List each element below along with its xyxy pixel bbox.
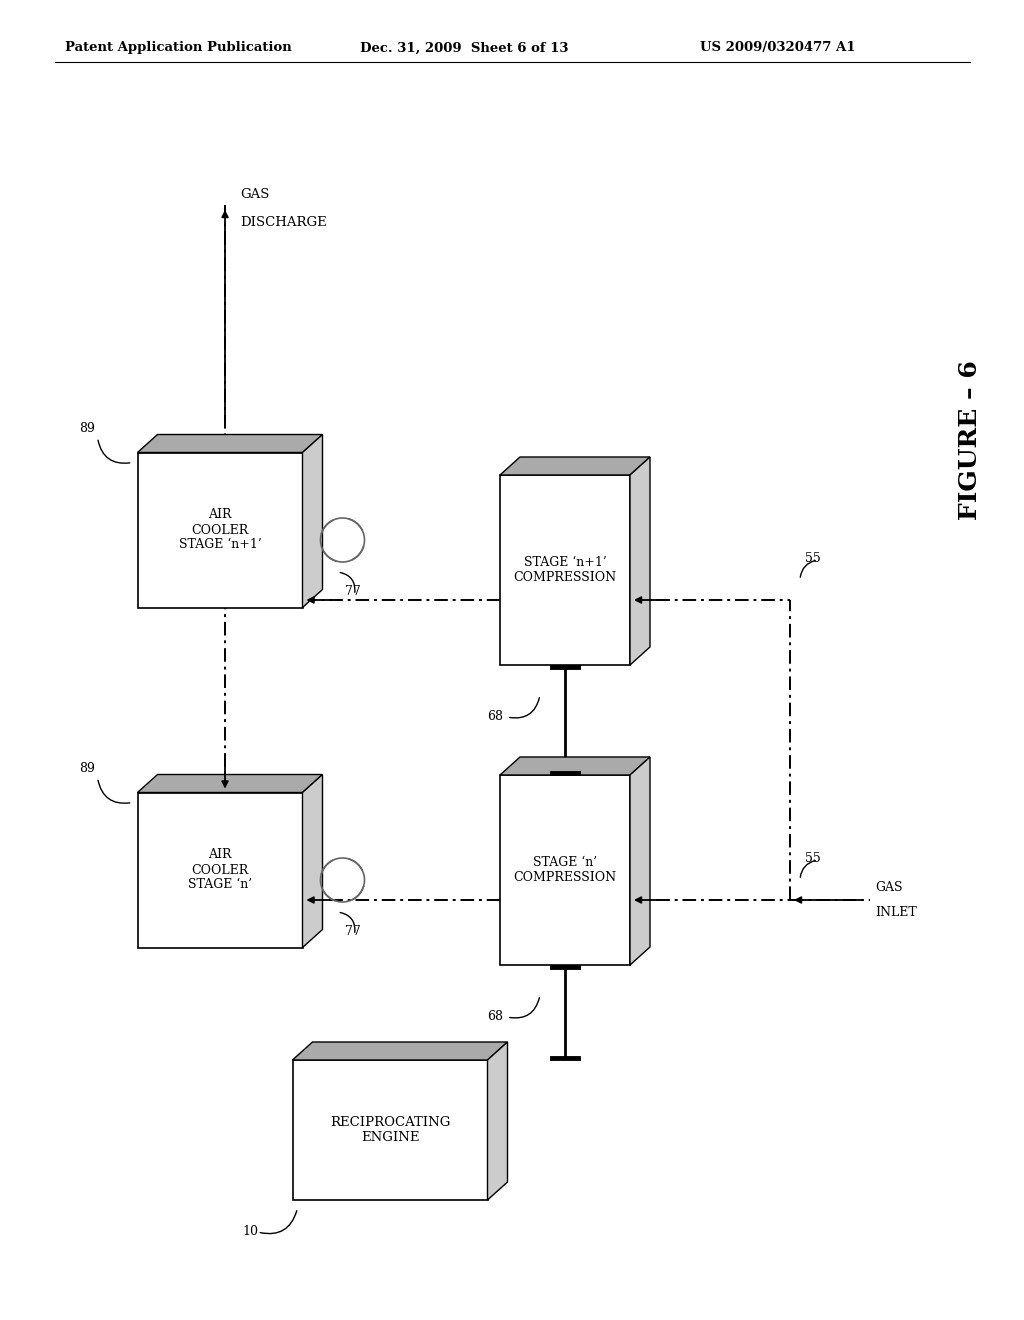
Polygon shape [500, 457, 650, 475]
Text: 68: 68 [487, 1010, 503, 1023]
Text: GAS: GAS [240, 189, 269, 202]
Text: Dec. 31, 2009  Sheet 6 of 13: Dec. 31, 2009 Sheet 6 of 13 [360, 41, 568, 54]
Polygon shape [137, 434, 323, 453]
Text: 55: 55 [805, 851, 821, 865]
Text: US 2009/0320477 A1: US 2009/0320477 A1 [700, 41, 855, 54]
Bar [500, 475, 630, 665]
Polygon shape [500, 756, 650, 775]
Text: GAS: GAS [874, 880, 902, 894]
Text: 10: 10 [243, 1225, 258, 1238]
Text: FIGURE – 6: FIGURE – 6 [958, 360, 982, 520]
Text: Patent Application Publication: Patent Application Publication [65, 41, 292, 54]
Text: 89: 89 [80, 422, 95, 436]
Text: 77: 77 [345, 585, 360, 598]
Text: 89: 89 [80, 763, 95, 776]
Text: RECIPROCATING
ENGINE: RECIPROCATING ENGINE [330, 1115, 451, 1144]
Text: AIR
COOLER
STAGE ‘n’: AIR COOLER STAGE ‘n’ [188, 849, 252, 891]
Polygon shape [302, 434, 323, 607]
Bar [500, 775, 630, 965]
Text: STAGE ‘n’
COMPRESSION: STAGE ‘n’ COMPRESSION [513, 855, 616, 884]
Bar [137, 453, 302, 607]
Polygon shape [137, 775, 323, 792]
Text: INLET: INLET [874, 906, 916, 919]
Text: 55: 55 [805, 552, 821, 565]
Bar [137, 792, 302, 948]
Bar [293, 1060, 487, 1200]
Polygon shape [487, 1041, 508, 1200]
Text: AIR
COOLER
STAGE ‘n+1’: AIR COOLER STAGE ‘n+1’ [178, 508, 261, 552]
Text: STAGE ‘n+1’
COMPRESSION: STAGE ‘n+1’ COMPRESSION [513, 556, 616, 583]
Text: 68: 68 [487, 710, 503, 723]
Polygon shape [302, 775, 323, 948]
Polygon shape [293, 1041, 508, 1060]
Text: DISCHARGE: DISCHARGE [240, 216, 327, 230]
Polygon shape [630, 756, 650, 965]
Text: 77: 77 [345, 925, 360, 939]
Polygon shape [630, 457, 650, 665]
